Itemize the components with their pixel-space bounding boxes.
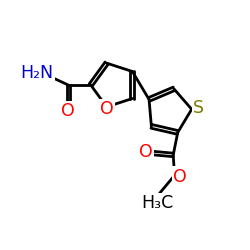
Text: O: O (173, 168, 187, 186)
Text: O: O (139, 144, 152, 162)
Text: O: O (100, 100, 114, 118)
Text: S: S (193, 99, 204, 117)
Text: H₂N: H₂N (21, 64, 54, 82)
Text: O: O (61, 102, 74, 120)
Text: H₃C: H₃C (141, 194, 174, 212)
